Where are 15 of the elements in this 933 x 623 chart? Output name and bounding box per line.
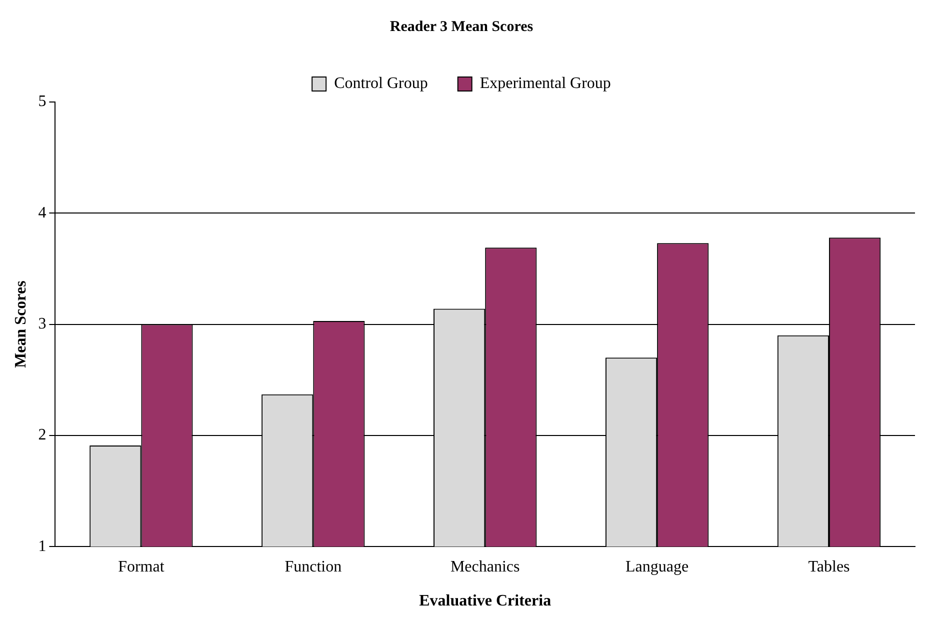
y-tick-label: 5 [38, 93, 46, 110]
x-tick-label: Format [118, 558, 165, 576]
chart-title: Reader 3 Mean Scores [390, 18, 534, 35]
y-tick-label: 4 [38, 204, 46, 222]
x-axis-title: Evaluative Criteria [419, 592, 552, 610]
x-tick-label: Language [626, 558, 689, 576]
x-tick-label: Function [284, 558, 342, 576]
legend-label: Control Group [334, 75, 428, 92]
y-axis-title: Mean Scores [12, 280, 30, 368]
x-tick-label: Mechanics [450, 558, 520, 576]
legend-label: Experimental Group [480, 75, 611, 92]
y-tick-label: 2 [38, 426, 46, 444]
x-tick-label: Tables [808, 558, 850, 576]
y-tick-label: 1 [38, 538, 46, 555]
y-tick-label: 3 [38, 316, 46, 333]
